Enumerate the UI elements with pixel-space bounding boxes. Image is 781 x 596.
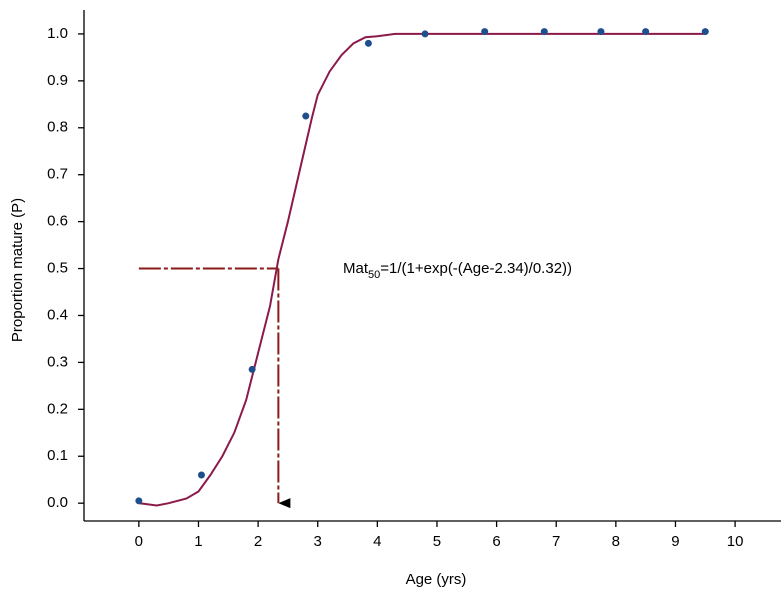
y-tick-label: 0.4 bbox=[47, 306, 68, 323]
data-point bbox=[597, 28, 605, 36]
data-point bbox=[701, 28, 709, 36]
x-axis-label: Age (yrs) bbox=[406, 571, 467, 588]
data-point bbox=[364, 39, 372, 47]
x-tick-label: 6 bbox=[492, 533, 500, 550]
x-tick-label: 5 bbox=[433, 533, 441, 550]
x-tick-label: 10 bbox=[727, 533, 744, 550]
data-point bbox=[421, 30, 429, 38]
y-tick-label: 0.3 bbox=[47, 353, 68, 370]
x-tick-label: 8 bbox=[612, 533, 620, 550]
data-point bbox=[481, 28, 489, 36]
y-tick-label: 0.6 bbox=[47, 213, 68, 230]
data-point bbox=[302, 112, 310, 120]
data-point bbox=[540, 28, 548, 36]
y-tick-label: 0.0 bbox=[47, 494, 68, 511]
x-tick-label: 4 bbox=[373, 533, 381, 550]
x-tick-label: 2 bbox=[254, 533, 262, 550]
y-tick-label: 0.7 bbox=[47, 166, 68, 183]
y-tick-label: 0.1 bbox=[47, 447, 68, 464]
y-tick-label: 0.9 bbox=[47, 72, 68, 89]
y-tick-label: 0.2 bbox=[47, 400, 68, 417]
data-point bbox=[135, 497, 143, 505]
x-tick-label: 9 bbox=[671, 533, 679, 550]
y-tick-label: 0.8 bbox=[47, 119, 68, 136]
x-tick-label: 1 bbox=[194, 533, 202, 550]
fit-curve bbox=[138, 32, 706, 507]
data-point bbox=[248, 365, 256, 373]
y-tick-label: 1.0 bbox=[47, 25, 68, 42]
annotation: Mat50=1/(1+exp(-(Age-2.34)/0.32)) bbox=[343, 260, 572, 281]
x-tick-label: 7 bbox=[552, 533, 560, 550]
x-tick-label: 0 bbox=[135, 533, 143, 550]
data-point bbox=[642, 28, 650, 36]
data-point bbox=[197, 471, 205, 479]
x-tick-label: 3 bbox=[314, 533, 322, 550]
y-tick-label: 0.5 bbox=[47, 260, 68, 277]
y-axis-label: Proportion mature (P) bbox=[9, 198, 26, 342]
